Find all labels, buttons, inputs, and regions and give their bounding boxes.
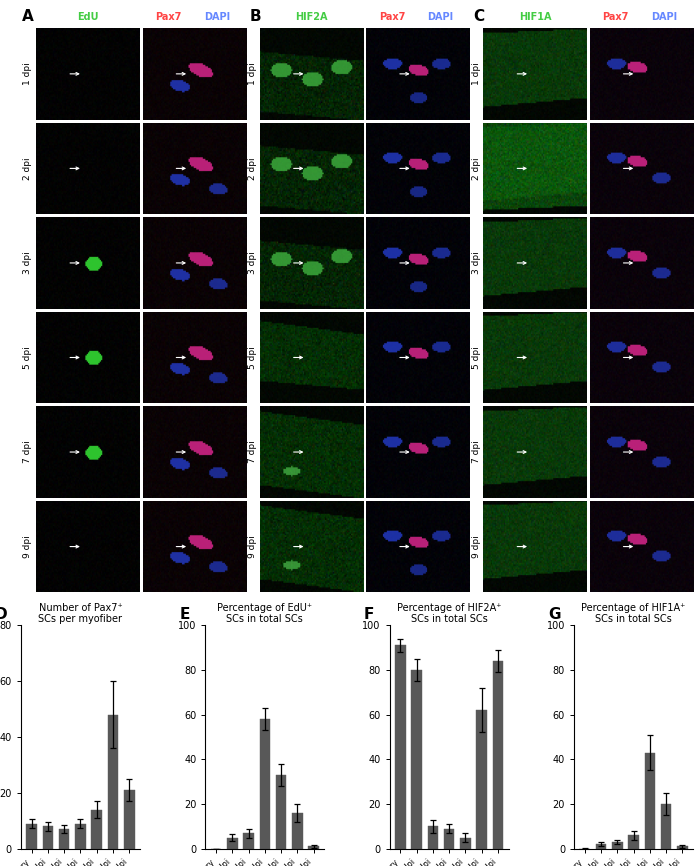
Text: Pax7: Pax7 <box>602 12 629 22</box>
Bar <box>661 804 671 849</box>
Bar <box>43 826 53 849</box>
Bar <box>460 837 470 849</box>
Bar <box>677 846 687 849</box>
Text: E: E <box>179 607 190 623</box>
Bar <box>612 842 622 849</box>
Text: C: C <box>473 10 484 24</box>
Text: 9 dpi: 9 dpi <box>248 535 258 558</box>
Title: Number of Pax7⁺
SCs per myofiber: Number of Pax7⁺ SCs per myofiber <box>38 603 122 624</box>
Title: Percentage of EdU⁺
SCs in total SCs: Percentage of EdU⁺ SCs in total SCs <box>217 603 312 624</box>
Text: F: F <box>363 607 374 623</box>
Text: 1 dpi: 1 dpi <box>22 62 32 85</box>
Text: D: D <box>0 607 8 623</box>
Bar <box>444 829 454 849</box>
Bar <box>59 829 69 849</box>
Bar <box>75 824 86 849</box>
Text: DAPI: DAPI <box>204 12 230 22</box>
Text: EdU: EdU <box>77 12 99 22</box>
Bar <box>596 844 606 849</box>
Text: B: B <box>249 10 261 24</box>
Bar <box>412 670 422 849</box>
Text: 3 dpi: 3 dpi <box>248 251 258 275</box>
Bar <box>292 813 302 849</box>
Text: 7 dpi: 7 dpi <box>248 441 258 463</box>
Text: 7 dpi: 7 dpi <box>22 441 32 463</box>
Bar <box>276 775 286 849</box>
Bar <box>628 836 639 849</box>
Bar <box>493 661 503 849</box>
Text: A: A <box>22 10 34 24</box>
Title: Percentage of HIF1A⁺
SCs in total SCs: Percentage of HIF1A⁺ SCs in total SCs <box>581 603 686 624</box>
Text: Pax7: Pax7 <box>379 12 405 22</box>
Text: 2 dpi: 2 dpi <box>248 157 258 180</box>
Text: HIF2A: HIF2A <box>295 12 328 22</box>
Text: 9 dpi: 9 dpi <box>472 535 481 558</box>
Text: DAPI: DAPI <box>428 12 454 22</box>
Text: 2 dpi: 2 dpi <box>22 157 32 180</box>
Text: Pax7: Pax7 <box>155 12 181 22</box>
Text: 9 dpi: 9 dpi <box>22 535 32 558</box>
Text: 1 dpi: 1 dpi <box>248 62 258 85</box>
Bar <box>645 753 655 849</box>
Bar <box>260 719 270 849</box>
Bar <box>227 837 237 849</box>
Bar <box>92 810 102 849</box>
Text: HIF1A: HIF1A <box>519 12 552 22</box>
Text: 1 dpi: 1 dpi <box>472 62 481 85</box>
Bar <box>108 714 118 849</box>
Bar <box>477 710 487 849</box>
Text: 3 dpi: 3 dpi <box>472 251 481 275</box>
Text: 5 dpi: 5 dpi <box>472 346 481 369</box>
Bar <box>428 826 438 849</box>
Bar <box>244 833 254 849</box>
Text: G: G <box>548 607 561 623</box>
Text: 2 dpi: 2 dpi <box>472 157 481 180</box>
Bar <box>124 790 134 849</box>
Text: 7 dpi: 7 dpi <box>472 441 481 463</box>
Text: 5 dpi: 5 dpi <box>22 346 32 369</box>
Text: 3 dpi: 3 dpi <box>22 251 32 275</box>
Bar <box>395 645 406 849</box>
Bar <box>27 824 37 849</box>
Bar <box>308 846 319 849</box>
Text: DAPI: DAPI <box>651 12 677 22</box>
Text: 5 dpi: 5 dpi <box>248 346 258 369</box>
Title: Percentage of HIF2A⁺
SCs in total SCs: Percentage of HIF2A⁺ SCs in total SCs <box>397 603 501 624</box>
